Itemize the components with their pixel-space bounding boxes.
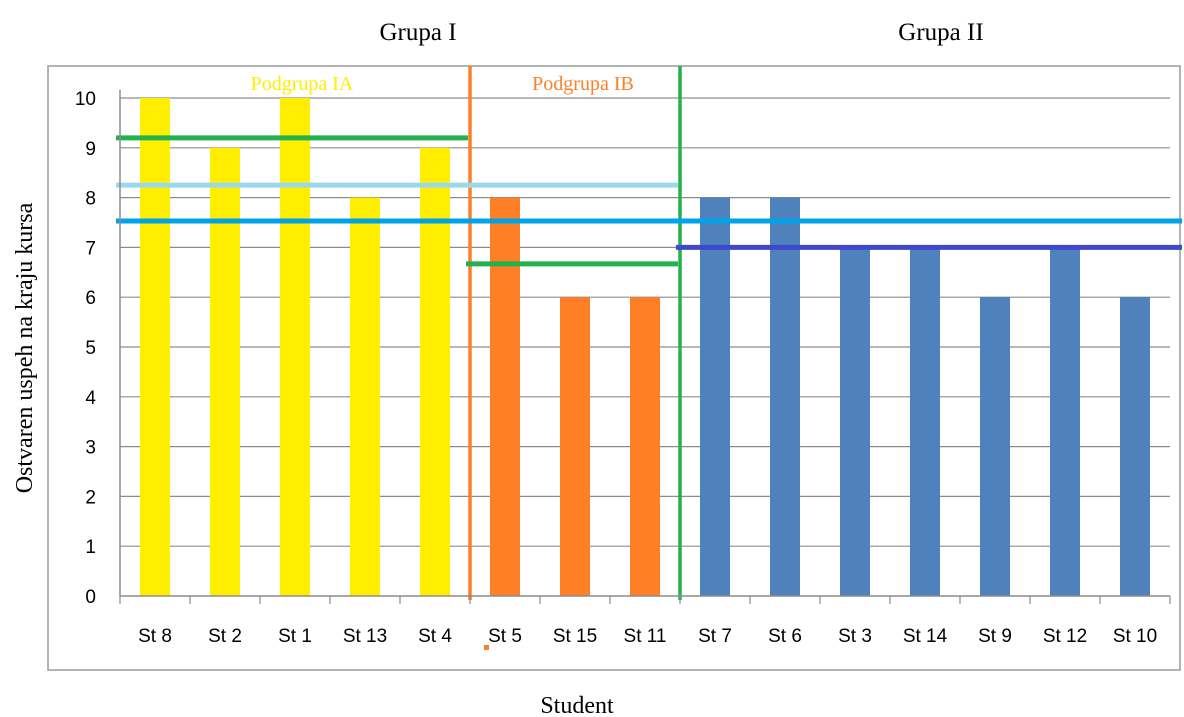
x-tick-label: St 12 (1043, 626, 1087, 647)
bar (490, 197, 520, 596)
subgroup-title: Podgrupa IB (532, 73, 634, 95)
y-tick-label: 0 (85, 587, 96, 608)
x-tick-label: St 1 (278, 626, 312, 647)
y-tick-label: 1 (85, 537, 96, 558)
y-axis-label: Ostvaren uspeh na kraju kursa (12, 202, 38, 493)
x-tick-label: St 13 (343, 626, 387, 647)
group-title: Grupa I (379, 19, 456, 46)
subgroup-title: Podgrupa IA (251, 73, 354, 95)
x-tick-label: St 2 (208, 626, 242, 647)
divider-marker (484, 645, 489, 650)
bar (700, 197, 730, 596)
bar (910, 247, 940, 596)
bar (280, 98, 310, 596)
bar (350, 197, 380, 596)
group-title: Grupa II (898, 19, 983, 46)
bar (630, 297, 660, 596)
y-tick-label: 5 (85, 338, 96, 359)
x-tick-label: St 6 (768, 626, 802, 647)
y-tick-label: 7 (85, 238, 96, 259)
bar (1050, 247, 1080, 596)
labels: 0 1 2 3 4 5 6 7 8 9 10 St 8 St 2 St 1 St 13 St 4 St 5 St … (75, 19, 1157, 647)
x-tick-label: St 9 (978, 626, 1012, 647)
x-tick-label: St 11 (624, 626, 667, 647)
y-tick-label: 4 (85, 388, 96, 409)
reference-lines (116, 66, 1182, 650)
x-axis-label: Student (540, 693, 614, 717)
x-tick-label: St 15 (553, 626, 597, 647)
x-tick-label: St 7 (698, 626, 732, 647)
x-tick-label: St 5 (488, 626, 522, 647)
bar (140, 98, 170, 596)
y-tick-label: 6 (85, 288, 96, 309)
x-tick-label: St 4 (418, 626, 452, 647)
bar (840, 247, 870, 596)
y-tick-label: 2 (85, 487, 96, 508)
y-tick-label: 9 (85, 139, 96, 160)
x-tick-label: St 8 (138, 626, 172, 647)
y-tick-label: 3 (85, 438, 96, 459)
axes (119, 90, 1171, 604)
x-tick-label: St 14 (903, 626, 948, 647)
y-tick-label: 8 (85, 189, 96, 210)
bar (560, 297, 590, 596)
bar (420, 147, 450, 597)
bar (980, 297, 1010, 596)
x-tick-label: St 3 (838, 626, 872, 647)
bar (1120, 297, 1150, 596)
y-tick-label: 10 (75, 89, 96, 110)
bar (770, 197, 800, 596)
bar (210, 147, 240, 597)
x-tick-label: St 10 (1113, 626, 1157, 647)
